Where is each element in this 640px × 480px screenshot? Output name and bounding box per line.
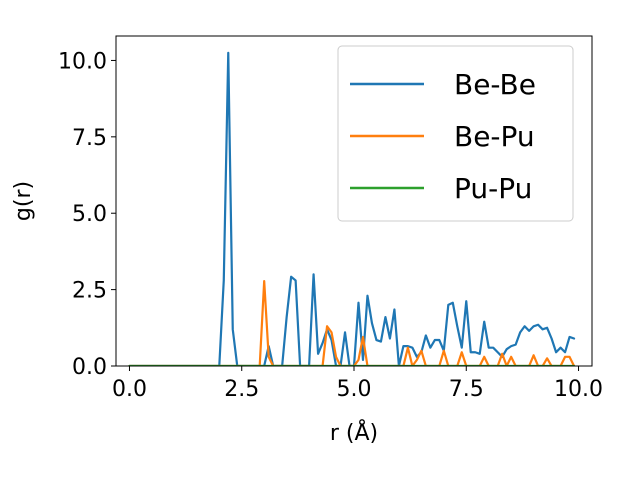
legend-label-be-be: Be-Be — [454, 68, 536, 101]
y-tick-label: 2.5 — [72, 279, 107, 304]
x-tick-label: 0.0 — [112, 377, 147, 402]
x-tick-label: 10.0 — [554, 377, 603, 402]
x-tick-label: 7.5 — [449, 377, 484, 402]
legend-box — [337, 45, 574, 222]
y-tick-label: 5.0 — [72, 202, 107, 227]
x-axis-ticks: 0.0 2.5 5.0 7.5 10.0 — [112, 366, 603, 402]
legend: Be-Be Be-Pu Pu-Pu — [337, 45, 574, 222]
x-axis-label: r (Å) — [330, 419, 378, 446]
y-axis-ticks: 0.0 2.5 5.0 7.5 10.0 — [58, 49, 116, 380]
x-tick-label: 5.0 — [337, 377, 372, 402]
x-tick-label: 2.5 — [224, 377, 259, 402]
y-axis-label: g(r) — [11, 181, 36, 221]
y-tick-label: 7.5 — [72, 126, 107, 151]
y-tick-label: 10.0 — [58, 49, 107, 74]
legend-label-pu-pu: Pu-Pu — [454, 172, 532, 205]
series-layer — [128, 51, 576, 366]
series-line-be-be — [128, 51, 576, 366]
legend-entries: Be-Be Be-Pu Pu-Pu — [350, 68, 536, 205]
y-tick-label: 0.0 — [72, 355, 107, 380]
legend-label-be-pu: Be-Pu — [454, 120, 535, 153]
series-line-be-pu — [128, 279, 576, 366]
